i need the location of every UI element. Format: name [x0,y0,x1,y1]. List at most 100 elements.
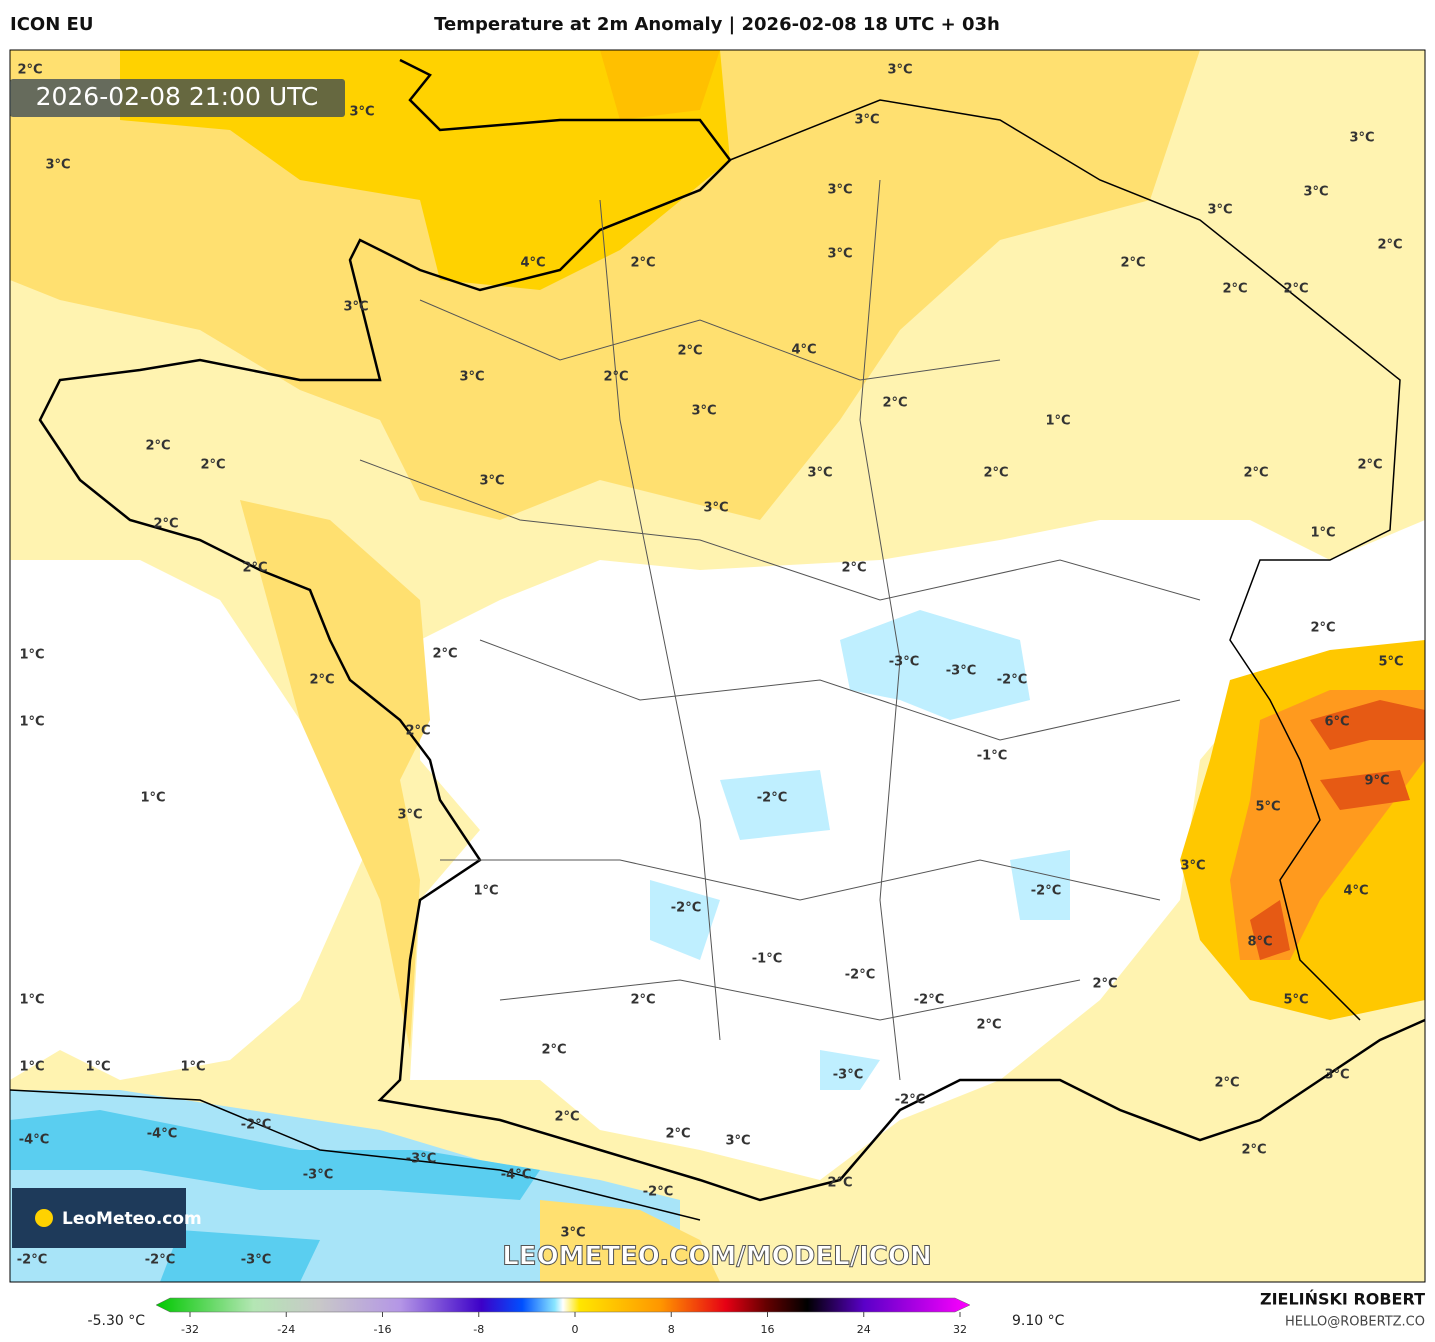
warm-area [540,1200,720,1282]
contour-label: -2°C [17,1253,47,1268]
contour-label: 4°C [1343,884,1368,899]
contour-label: -2°C [671,901,701,916]
contour-label: 2°C [630,993,655,1008]
cool-area [10,1110,540,1282]
contour-label: 5°C [1255,800,1280,815]
contour-label: 2°C [153,517,178,532]
contour-label: -2°C [845,968,875,983]
contour-label: -2°C [895,1093,925,1108]
colorbar-tick-label: -16 [374,1323,392,1336]
contour-label: 3°C [343,300,368,315]
contour-label: -1°C [977,749,1007,764]
contour-label: 3°C [725,1134,750,1149]
contour-label: -2°C [997,673,1027,688]
email: HELLO@ROBERTZ.CO [1285,1315,1425,1330]
contour-label: 1°C [19,1060,44,1075]
colorbar-tick-label: 8 [668,1323,675,1336]
colorbar-max: 9.10 °C [1012,1313,1065,1329]
contour-label: -4°C [19,1133,49,1148]
contour-label: -4°C [147,1127,177,1142]
model-name: ICON EU [10,14,93,35]
colorbar-tick-label: 16 [761,1323,775,1336]
contour-label: -3°C [241,1253,271,1268]
contour-label: 1°C [473,884,498,899]
contour-label: 1°C [1045,414,1070,429]
contour-label: 2°C [200,458,225,473]
contour-label: -2°C [145,1253,175,1268]
contour-label: 2°C [309,673,334,688]
contour-label: 1°C [140,791,165,806]
contour-label: 1°C [85,1060,110,1075]
contour-label: 3°C [349,105,374,120]
logo-sun [35,1209,53,1227]
timestamp-box [10,79,345,117]
contour-label: 9°C [1364,774,1389,789]
contour-label: 2°C [1243,466,1268,481]
contour-label: 2°C [17,63,42,78]
contour-label: 2°C [405,724,430,739]
contour-label: 1°C [19,715,44,730]
contour-label: 8°C [1247,935,1272,950]
contour-label: 3°C [1180,859,1205,874]
contour-labels: 2°C 3°C 3°C 3°C 3°C 3°C 3°C 3°C 3°C 2°C 4°C 2°C 3°C 2… [17,63,1404,1268]
contour-label: 2°C [841,561,866,576]
contour-label: 3°C [45,158,70,173]
contour-label: 3°C [1303,185,1328,200]
coastline [38,58,1425,1202]
contour-label: 2°C [1377,238,1402,253]
contour-label: 2°C [827,1176,852,1191]
contour-label: 2°C [1120,256,1145,271]
colorbar-tick-label: 24 [857,1323,871,1336]
contour-label: 1°C [19,993,44,1008]
logo-text: LeoMeteo.com [62,1209,202,1229]
contour-label: -4°C [501,1168,531,1183]
contour-label: 4°C [791,343,816,358]
contour-label: -2°C [757,791,787,806]
contour-label: 3°C [827,183,852,198]
contour-label: 2°C [976,1018,1001,1033]
contour-label: 3°C [1349,131,1374,146]
contour-label: -3°C [406,1152,436,1167]
hot-area [1250,700,1425,960]
hot-area [1230,690,1425,960]
contour-label: 3°C [397,808,422,823]
colorbar: -32 -24 -16 -8 0 8 16 24 32 [155,1297,971,1336]
contour-label: 1°C [180,1060,205,1075]
map: 2°C 3°C 3°C 3°C 3°C 3°C 3°C 3°C 3°C 2°C 4°C 2°C 3°C 2… [10,50,1425,1282]
contour-label: 6°C [1324,715,1349,730]
colorbar-tick-label: -32 [181,1323,199,1336]
contour-label: 2°C [554,1110,579,1125]
contour-label: 3°C [691,404,716,419]
contour-label: 2°C [882,396,907,411]
contour-label: -2°C [914,993,944,1008]
contour-label: -1°C [752,952,782,967]
colorbar-bar [155,1297,971,1313]
colorbar-tick-label: 0 [572,1323,579,1336]
contour-label: 2°C [1222,282,1247,297]
contour-label: 2°C [1310,621,1335,636]
warm-area [600,50,720,120]
contour-label: 3°C [703,501,728,516]
contour-label: 3°C [854,113,879,128]
contour-label: 2°C [145,439,170,454]
contour-label: 2°C [242,561,267,576]
contour-label: 5°C [1378,655,1403,670]
colorbar-tick-label: 32 [953,1323,967,1336]
contour-label: 5°C [1283,993,1308,1008]
contour-label: 2°C [1241,1143,1266,1158]
contour-label: 3°C [807,466,832,481]
contour-label: -2°C [643,1185,673,1200]
contour-label: 3°C [479,474,504,489]
contour-label: 1°C [19,648,44,663]
contour-label: 2°C [665,1127,690,1142]
contour-label: -2°C [1031,884,1061,899]
map-frame [9,49,1426,1283]
author: ZIELIŃSKI ROBERT [1260,1290,1425,1309]
contour-label: 3°C [459,370,484,385]
contour-label: -2°C [241,1118,271,1133]
contour-label: 2°C [541,1043,566,1058]
contour-label: 2°C [1283,282,1308,297]
contour-label: 1°C [1310,526,1335,541]
colorbar-tick-label: -24 [277,1323,295,1336]
